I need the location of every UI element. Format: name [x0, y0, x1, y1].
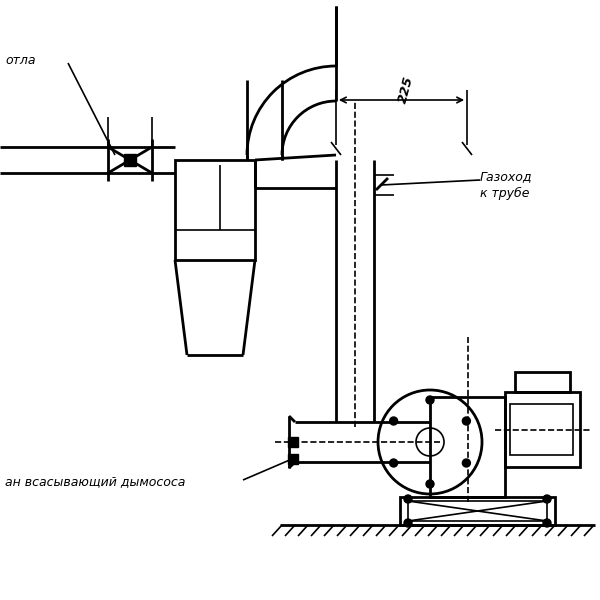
Bar	[505, 392, 580, 467]
Bar	[400, 497, 555, 525]
Circle shape	[404, 519, 412, 527]
Bar	[510, 404, 573, 455]
Bar	[175, 160, 255, 260]
Circle shape	[463, 417, 470, 425]
Text: отла: отла	[5, 53, 35, 67]
Circle shape	[426, 480, 434, 488]
Bar	[408, 501, 547, 521]
Text: ан всасывающий дымососа: ан всасывающий дымососа	[5, 475, 185, 488]
Circle shape	[543, 519, 551, 527]
Circle shape	[426, 396, 434, 404]
Circle shape	[404, 495, 412, 503]
Circle shape	[543, 495, 551, 503]
Bar	[124, 154, 136, 166]
Text: 225: 225	[397, 75, 416, 105]
Circle shape	[389, 459, 398, 467]
Circle shape	[463, 459, 470, 467]
Bar	[288, 454, 298, 464]
Bar	[288, 437, 298, 447]
Bar	[515, 372, 570, 392]
Bar	[430, 397, 505, 497]
Text: Газоход
к трубе: Газоход к трубе	[480, 170, 533, 200]
Circle shape	[389, 417, 398, 425]
